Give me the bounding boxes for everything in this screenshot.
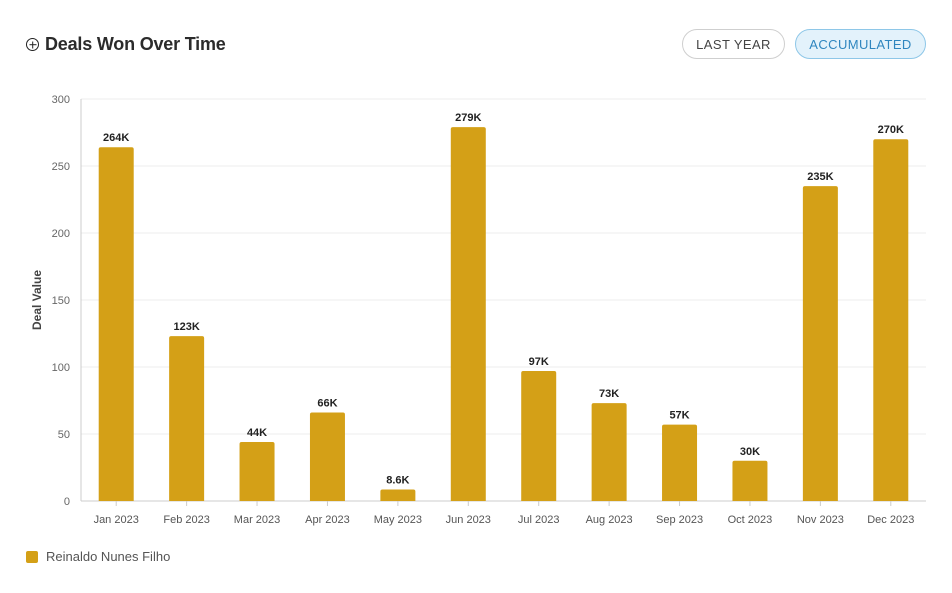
- bar-value-label: 97K: [529, 356, 549, 368]
- bar-value-label: 73K: [599, 388, 619, 400]
- y-tick-label: 50: [58, 429, 70, 441]
- bar-value-label: 8.6K: [386, 474, 409, 486]
- bar: [732, 460, 768, 501]
- bar: [802, 186, 838, 501]
- y-tick-label: 250: [52, 161, 70, 173]
- x-tick-label: Dec 2023: [867, 514, 914, 526]
- y-tick-label: 150: [52, 295, 70, 307]
- y-tick-label: 200: [52, 228, 70, 240]
- bar: [662, 424, 698, 501]
- x-tick-label: Sep 2023: [656, 514, 703, 526]
- x-tick-label: Jul 2023: [518, 514, 560, 526]
- bar: [309, 412, 345, 501]
- legend[interactable]: Reinaldo Nunes Filho: [26, 549, 170, 564]
- legend-swatch: [26, 550, 38, 563]
- last-year-button[interactable]: LAST YEAR: [682, 29, 785, 59]
- bar-value-label: 57K: [669, 410, 689, 422]
- x-tick-label: Oct 2023: [728, 514, 773, 526]
- x-tick-label: Apr 2023: [305, 514, 350, 526]
- bar-value-label: 235K: [807, 171, 833, 183]
- y-tick-label: 100: [52, 362, 70, 374]
- accumulated-button[interactable]: ACCUMULATED: [795, 29, 926, 59]
- y-tick-label: 0: [64, 496, 70, 508]
- chart-header: Deals Won Over Time: [26, 34, 226, 55]
- x-tick-label: May 2023: [374, 514, 422, 526]
- bar: [450, 127, 486, 501]
- x-tick-label: Aug 2023: [586, 514, 633, 526]
- bar: [591, 403, 627, 501]
- x-tick-label: Nov 2023: [797, 514, 844, 526]
- bar-value-label: 66K: [317, 398, 337, 410]
- bar: [380, 489, 416, 501]
- chart-title: Deals Won Over Time: [45, 34, 226, 54]
- bar-value-label: 123K: [173, 321, 199, 333]
- bar: [521, 371, 557, 501]
- y-tick-label: 300: [52, 94, 70, 106]
- x-tick-label: Jun 2023: [446, 514, 491, 526]
- bar: [169, 336, 205, 501]
- bar-value-label: 270K: [878, 124, 904, 136]
- bar-value-label: 264K: [103, 132, 129, 144]
- bar: [98, 147, 134, 502]
- x-tick-label: Jan 2023: [94, 514, 139, 526]
- bar-value-label: 44K: [247, 427, 267, 439]
- bar: [239, 442, 275, 501]
- bar-value-label: 30K: [740, 446, 760, 458]
- bar: [873, 139, 909, 501]
- plus-circle-icon[interactable]: [26, 38, 39, 51]
- legend-label: Reinaldo Nunes Filho: [46, 549, 171, 564]
- x-tick-label: Feb 2023: [163, 514, 209, 526]
- y-axis-label: Deal Value: [30, 270, 44, 330]
- x-tick-label: Mar 2023: [234, 514, 280, 526]
- bar-value-label: 279K: [455, 112, 481, 124]
